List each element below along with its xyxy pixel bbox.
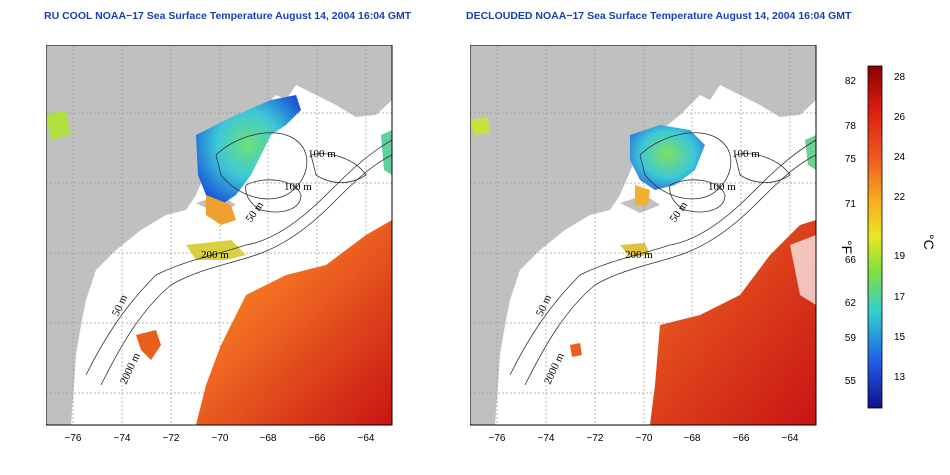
lon-axis-left: −76 −74 −72 −70 −68 −66 −64 bbox=[65, 433, 375, 444]
f-tick: 62 bbox=[845, 298, 857, 309]
c-tick: 28 bbox=[894, 72, 906, 83]
f-tick: 66 bbox=[845, 255, 857, 266]
contour-label-100m-b: 100 m bbox=[708, 181, 736, 193]
sst-map-raw: 100 m 100 m 50 m 200 m 50 m 2000 m 46 44… bbox=[46, 45, 393, 444]
contour-label-100m-b: 100 m bbox=[284, 181, 312, 193]
f-tick: 55 bbox=[845, 376, 857, 387]
f-tick: 59 bbox=[845, 333, 857, 344]
fahrenheit-ticks: 82 78 75 71 66 62 59 55 bbox=[845, 76, 857, 387]
map-frame: 100 m 100 m 50 m 200 m 50 m 2000 m bbox=[46, 45, 393, 426]
land-area bbox=[46, 45, 392, 425]
temperature-colorbar: 82 78 75 71 66 62 59 55 28 26 24 22 19 1… bbox=[839, 65, 937, 409]
f-tick: 78 bbox=[845, 121, 857, 132]
title-left: RU COOL NOAA−17 Sea Surface Temperature … bbox=[44, 10, 412, 22]
lon-axis-right: −76 −74 −72 −70 −68 −66 −64 bbox=[489, 433, 799, 444]
lon-tick: −72 bbox=[163, 433, 180, 444]
f-tick: 75 bbox=[845, 154, 857, 165]
land-area bbox=[470, 45, 816, 425]
f-tick: 71 bbox=[845, 199, 857, 210]
title-right: DECLOUDED NOAA−17 Sea Surface Temperatur… bbox=[466, 10, 852, 22]
c-tick: 24 bbox=[894, 152, 906, 163]
contour-label-100m-a: 100 m bbox=[732, 148, 760, 160]
sst-map-declouded: 100 m 100 m 50 m 200 m 50 m 2000 m 46 44… bbox=[470, 45, 817, 444]
map-frame: 100 m 100 m 50 m 200 m 50 m 2000 m bbox=[470, 45, 817, 426]
fahrenheit-unit-label: °F bbox=[839, 240, 855, 254]
cool-water-region bbox=[630, 125, 705, 190]
c-tick: 17 bbox=[894, 292, 906, 303]
contour-label-200m: 200 m bbox=[625, 249, 653, 261]
c-tick: 15 bbox=[894, 332, 906, 343]
lon-tick: −68 bbox=[684, 433, 701, 444]
contour-label-100m-a: 100 m bbox=[308, 148, 336, 160]
warm-water-region bbox=[196, 220, 392, 425]
cool-water-region bbox=[196, 95, 301, 205]
lon-tick: −74 bbox=[538, 433, 555, 444]
contour-label-200m: 200 m bbox=[201, 249, 229, 261]
c-tick: 13 bbox=[894, 372, 906, 383]
lon-tick: −70 bbox=[212, 433, 229, 444]
lon-tick: −64 bbox=[782, 433, 799, 444]
lon-tick: −66 bbox=[733, 433, 750, 444]
colorbar-gradient bbox=[867, 65, 883, 409]
lon-tick: −66 bbox=[309, 433, 326, 444]
f-tick: 82 bbox=[845, 76, 857, 87]
c-tick: 22 bbox=[894, 192, 906, 203]
lon-tick: −68 bbox=[260, 433, 277, 444]
c-tick: 19 bbox=[894, 251, 906, 262]
lon-tick: −72 bbox=[587, 433, 604, 444]
celsius-unit-label: °C bbox=[921, 234, 937, 250]
lon-tick: −70 bbox=[636, 433, 653, 444]
lon-tick: −64 bbox=[358, 433, 375, 444]
lon-tick: −74 bbox=[114, 433, 131, 444]
lon-tick: −76 bbox=[489, 433, 506, 444]
lon-tick: −76 bbox=[65, 433, 82, 444]
celsius-ticks: 28 26 24 22 19 17 15 13 bbox=[894, 72, 906, 383]
warm-water-region bbox=[650, 220, 816, 425]
c-tick: 26 bbox=[894, 112, 906, 123]
